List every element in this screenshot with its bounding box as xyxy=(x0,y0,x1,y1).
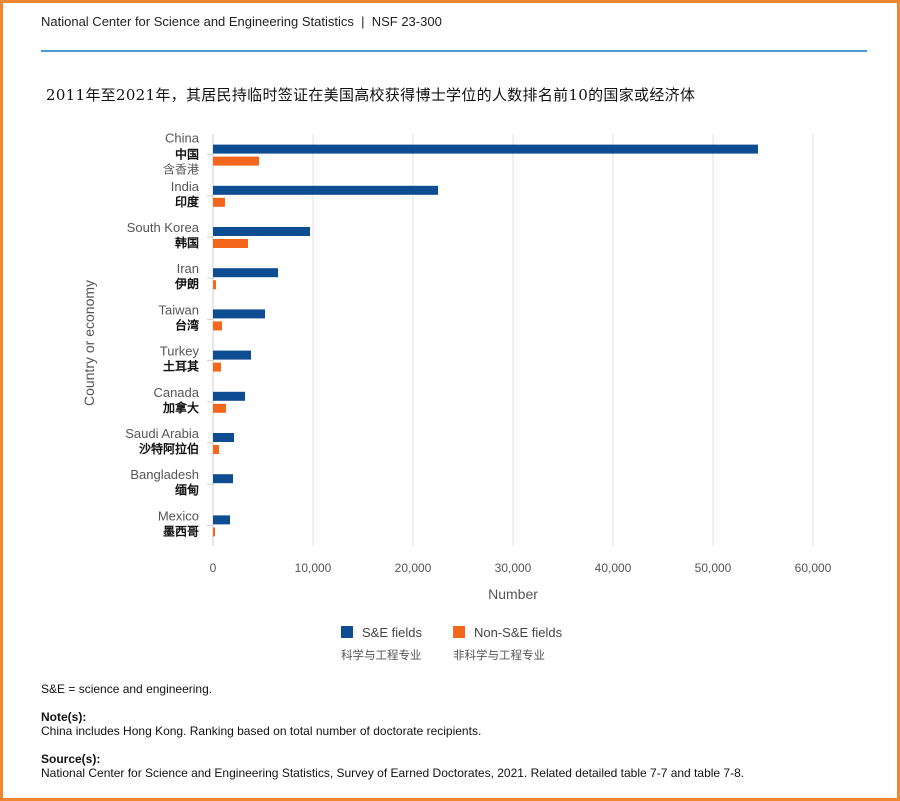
y-axis-label: Country or economy xyxy=(81,280,97,406)
bar-se xyxy=(213,144,758,154)
x-tick-label: 20,000 xyxy=(395,561,432,575)
bar-se xyxy=(213,433,234,442)
bar-non-se xyxy=(213,403,226,413)
bar-non-se xyxy=(213,197,225,207)
abbreviation-note: S&E = science and engineering. xyxy=(41,682,213,696)
notes-text: China includes Hong Kong. Ranking based … xyxy=(41,724,482,738)
legend-label-cn: 科学与工程专业 xyxy=(341,648,422,662)
bars xyxy=(213,144,758,537)
bar-chart: 0 10,000 20,000 30,000 40,000 50,000 60,000 Ch… xyxy=(81,131,832,662)
category-label-en: Canada xyxy=(153,385,199,400)
category-label-en: Bangladesh xyxy=(130,467,199,482)
x-tick-label: 60,000 xyxy=(795,561,832,575)
category-label-en: China xyxy=(165,131,200,146)
category-label-cn: 沙特阿拉伯 xyxy=(139,441,199,456)
x-axis-label: Number xyxy=(488,586,538,602)
category-label-en: Mexico xyxy=(158,508,199,523)
legend-swatch-non-se xyxy=(453,626,465,638)
category-label-cn: 中国 xyxy=(175,147,199,162)
legend-label: S&E fields xyxy=(362,625,422,640)
header-divider xyxy=(41,50,867,52)
x-tick-label: 30,000 xyxy=(495,561,532,575)
bar-se xyxy=(213,309,265,319)
category-label-cn: 土耳其 xyxy=(163,359,199,374)
legend-label-cn: 非科学与工程专业 xyxy=(453,648,545,662)
notes-label: Note(s): xyxy=(41,710,87,724)
category-label-en: South Korea xyxy=(127,220,200,235)
category-label-en: Turkey xyxy=(160,344,200,359)
category-label-en: Saudi Arabia xyxy=(125,426,199,441)
bar-non-se xyxy=(213,445,219,454)
x-tick-label: 40,000 xyxy=(595,561,632,575)
source-label: Source(s): xyxy=(41,752,101,766)
x-axis-ticks: 0 10,000 20,000 30,000 40,000 50,000 60,000 xyxy=(210,561,832,575)
grid-lines xyxy=(207,134,814,546)
bar-se xyxy=(213,350,251,360)
source-text: National Center for Science and Engineer… xyxy=(41,766,745,780)
notes-block: S&E = science and engineering. Note(s): … xyxy=(41,682,861,780)
category-label-cn: 台湾 xyxy=(175,317,199,332)
bar-non-se xyxy=(213,239,248,248)
legend-swatch-se xyxy=(341,626,353,638)
bar-non-se xyxy=(213,321,222,331)
bar-se xyxy=(213,268,278,278)
category-label-en: Taiwan xyxy=(159,302,199,317)
chart-title-chinese: 2011年至2021年，其居民持临时签证在美国高校获得博士学位的人数排名前10的… xyxy=(46,86,696,104)
bar-non-se xyxy=(213,527,215,537)
category-label-cn: 加拿大 xyxy=(162,400,199,415)
bar-se xyxy=(213,515,230,525)
bar-non-se xyxy=(213,362,221,372)
bar-se xyxy=(213,227,310,236)
bar-se xyxy=(213,474,233,484)
category-label-cn: 伊朗 xyxy=(174,276,199,291)
category-label-en: Iran xyxy=(177,261,199,276)
bar-se xyxy=(213,185,438,195)
bar-non-se xyxy=(213,280,216,290)
category-label-cn: 墨西哥 xyxy=(163,524,199,538)
bar-se xyxy=(213,391,245,401)
x-tick-label: 10,000 xyxy=(295,561,332,575)
x-tick-label: 50,000 xyxy=(695,561,732,575)
legend: S&E fields 科学与工程专业 Non-S&E fields 非科学与工程专业 xyxy=(341,625,563,662)
header-source-line: National Center for Science and Engineer… xyxy=(41,14,442,29)
category-label-cn: 印度 xyxy=(175,194,200,209)
bar-non-se xyxy=(213,156,259,166)
category-label-cn-note: 含香港 xyxy=(163,162,199,177)
category-label-en: India xyxy=(171,179,200,194)
category-label-cn: 韩国 xyxy=(175,235,199,250)
category-label-cn: 缅甸 xyxy=(175,482,199,497)
legend-label: Non-S&E fields xyxy=(474,625,563,640)
x-tick-label: 0 xyxy=(210,561,217,575)
